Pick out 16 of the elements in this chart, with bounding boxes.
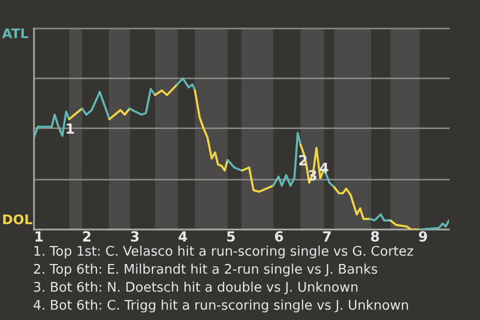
text: 1. Top 1st: C. Velasco hit a run-scoring single vs G. Cortez	[34, 246, 414, 258]
text: ATL	[2, 28, 28, 38]
text: 4. Bot 6th: C. Trigg hit a run-scoring single vs J. Unknown	[34, 300, 408, 312]
x-tick-label: 1	[36, 231, 43, 242]
x-tick-label: 7	[323, 231, 331, 242]
x-tick-label: 9	[418, 231, 428, 242]
text: 3. Bot 6th: N. Doetsch hit a double vs J. Unknown	[34, 282, 358, 294]
x-tick-label: 3	[130, 231, 139, 242]
x-tick-label: 4	[178, 231, 188, 242]
annotation: 1	[66, 123, 74, 134]
x-tick-label: 6	[274, 231, 284, 242]
x-tick-label: 8	[371, 231, 379, 242]
text: 2. Top 6th: E. Milbrandt hit a 2-run single vs J. Banks	[34, 264, 378, 276]
text: DOL	[3, 214, 32, 224]
x-tick-label: 2	[83, 231, 90, 242]
x-tick-label: 5	[227, 231, 235, 242]
